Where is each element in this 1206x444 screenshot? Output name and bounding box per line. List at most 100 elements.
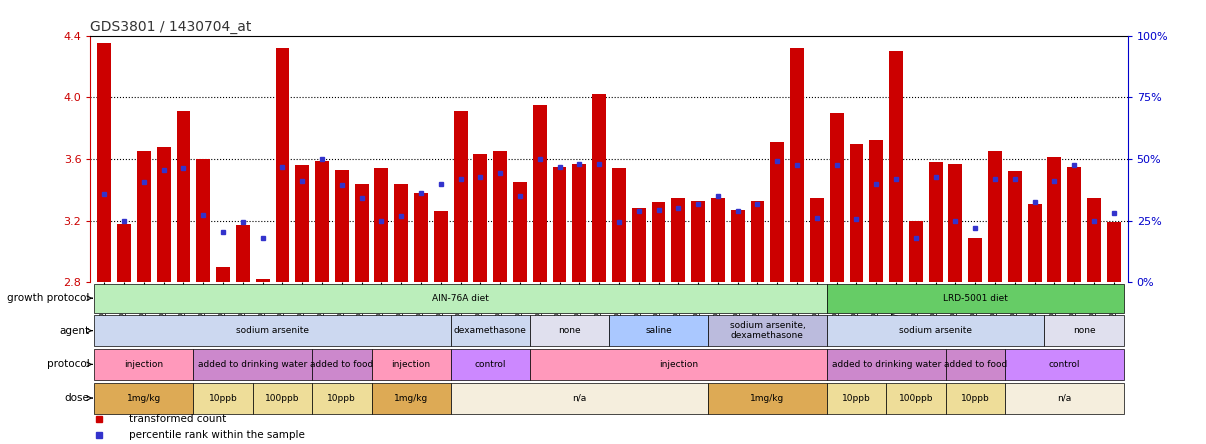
Bar [592, 94, 607, 282]
Bar [1008, 171, 1021, 282]
Bar [946, 383, 1005, 413]
Bar [434, 211, 447, 282]
Bar [253, 383, 312, 413]
Bar [573, 163, 586, 282]
Bar [849, 143, 863, 282]
Bar [295, 165, 309, 282]
Bar [790, 48, 804, 282]
Bar [197, 159, 210, 282]
Bar [691, 201, 706, 282]
Bar [946, 349, 1005, 380]
Bar [712, 198, 725, 282]
Bar [137, 151, 151, 282]
Text: 10ppb: 10ppb [961, 393, 990, 403]
Bar [216, 267, 230, 282]
Text: AIN-76A diet: AIN-76A diet [432, 293, 488, 303]
Bar [988, 151, 1002, 282]
Bar [750, 201, 765, 282]
Bar [968, 238, 982, 282]
Bar [1005, 383, 1124, 413]
Text: saline: saline [645, 326, 672, 335]
Bar [830, 113, 843, 282]
Bar [371, 383, 451, 413]
Text: injection: injection [658, 360, 698, 369]
Bar [94, 315, 451, 346]
Bar [929, 162, 943, 282]
Bar [651, 202, 666, 282]
Text: percentile rank within the sample: percentile rank within the sample [129, 430, 305, 440]
Bar [909, 221, 923, 282]
Text: 10ppb: 10ppb [209, 393, 238, 403]
Bar [474, 155, 487, 282]
Bar [672, 198, 685, 282]
Text: control: control [1048, 360, 1081, 369]
Text: 1mg/kg: 1mg/kg [127, 393, 162, 403]
Bar [886, 383, 946, 413]
Text: LRD-5001 diet: LRD-5001 diet [943, 293, 1008, 303]
Bar [94, 284, 827, 313]
Bar [1028, 204, 1042, 282]
Text: transformed count: transformed count [129, 414, 227, 424]
Text: dexamethasone: dexamethasone [453, 326, 527, 335]
Bar [827, 349, 946, 380]
Bar [870, 140, 883, 282]
Bar [827, 315, 1044, 346]
Text: n/a: n/a [572, 393, 586, 403]
Text: injection: injection [392, 360, 431, 369]
Bar [632, 208, 645, 282]
Bar [533, 105, 546, 282]
Text: 1mg/kg: 1mg/kg [750, 393, 784, 403]
Bar [708, 315, 827, 346]
Bar [312, 349, 371, 380]
Bar [394, 184, 408, 282]
Bar [1067, 166, 1081, 282]
Bar [275, 48, 289, 282]
Bar [1048, 158, 1061, 282]
Bar [948, 163, 962, 282]
Text: sodium arsenite,
dexamethasone: sodium arsenite, dexamethasone [730, 321, 806, 341]
Bar [827, 284, 1124, 313]
Text: 10ppb: 10ppb [842, 393, 871, 403]
Text: 1mg/kg: 1mg/kg [394, 393, 428, 403]
Bar [256, 279, 270, 282]
Bar [529, 349, 827, 380]
Bar [493, 151, 507, 282]
Bar [193, 349, 312, 380]
Text: 10ppb: 10ppb [328, 393, 356, 403]
Bar [1005, 349, 1124, 380]
Text: dose: dose [65, 393, 89, 403]
Text: injection: injection [124, 360, 164, 369]
Bar [98, 43, 111, 282]
Bar [827, 383, 886, 413]
Text: none: none [1073, 326, 1095, 335]
Bar [176, 111, 191, 282]
Bar [609, 315, 708, 346]
Bar [1087, 198, 1101, 282]
Bar [451, 315, 529, 346]
Text: sodium arsenite: sodium arsenite [900, 326, 972, 335]
Bar [810, 198, 824, 282]
Bar [708, 383, 827, 413]
Bar [94, 383, 193, 413]
Bar [1107, 222, 1120, 282]
Bar [731, 210, 744, 282]
Bar [157, 147, 170, 282]
Bar [94, 349, 193, 380]
Bar [375, 168, 388, 282]
Text: growth protocol: growth protocol [7, 293, 89, 303]
Bar [529, 315, 609, 346]
Text: added to food: added to food [943, 360, 1007, 369]
Bar [371, 349, 451, 380]
Bar [451, 383, 708, 413]
Bar [453, 111, 468, 282]
Bar [193, 383, 253, 413]
Bar [414, 193, 428, 282]
Bar [355, 184, 369, 282]
Text: added to drinking water: added to drinking water [198, 360, 308, 369]
Bar [552, 166, 567, 282]
Bar [117, 224, 131, 282]
Text: added to drinking water: added to drinking water [831, 360, 941, 369]
Text: agent: agent [59, 326, 89, 336]
Text: protocol: protocol [47, 359, 89, 369]
Bar [611, 168, 626, 282]
